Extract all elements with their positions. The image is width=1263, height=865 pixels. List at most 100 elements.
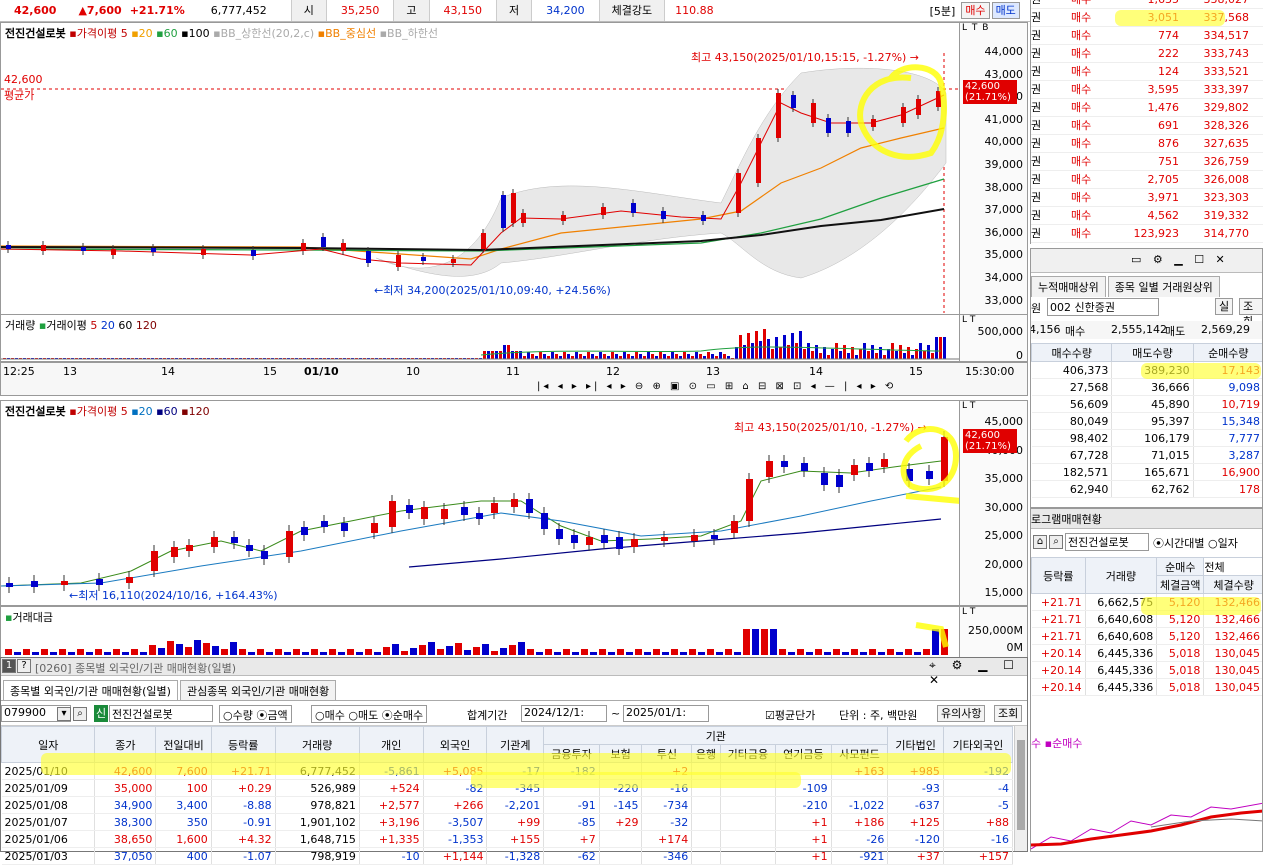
chart1-ytick: 44,000 <box>985 45 1024 58</box>
candle <box>691 535 698 541</box>
search-stock-icon[interactable]: ⌕ <box>1049 535 1063 549</box>
search-icon[interactable]: ⌕ <box>73 707 87 721</box>
candle <box>791 95 796 108</box>
tick-broker: 권 <box>1031 81 1071 98</box>
table-cell: 798,919 <box>275 848 359 865</box>
program-cell: 130,045 <box>1204 679 1263 696</box>
program-stock-field[interactable]: 전진건설로봇 <box>1065 533 1149 551</box>
table-cell: -1,328 <box>487 848 544 865</box>
intraday-price-chart[interactable]: 전진건설로봇 ▪가격이평 5 ▪20 ▪60 ▪100 ▪BB_상한선(20,2… <box>0 22 1028 316</box>
caution-button[interactable]: 유의사항 <box>937 705 985 722</box>
broker-panel-icons[interactable]: ▭ ⚙ ▁ ☐ ✕ <box>1131 253 1229 266</box>
pin-icon[interactable]: 1 <box>2 659 16 673</box>
date-to-input[interactable]: 2025/01/1: <box>623 705 709 722</box>
amount-bar <box>581 649 588 655</box>
side-radio-group[interactable]: ○매수 ○매도 ⦿순매수 <box>311 705 427 723</box>
chart2-ytick: 15,000 <box>985 586 1024 599</box>
avg-price-checkbox[interactable]: ☑평균단가 <box>765 707 815 723</box>
interval-label[interactable]: [5분] <box>930 3 956 19</box>
unit-radio-group[interactable]: ○수량 ⦿금액 <box>219 705 292 723</box>
amount-bar <box>356 652 363 655</box>
amount-bar <box>149 645 156 655</box>
amount-bar <box>626 652 633 655</box>
amount-bar <box>761 629 768 655</box>
amount-bar <box>905 649 912 655</box>
stock-name-field[interactable]: 전진건설로봇 <box>109 705 213 722</box>
query-button[interactable]: 조회 <box>994 705 1022 722</box>
daily-amount-chart[interactable]: ▪거래대금 L T 250,000M 0M <box>0 606 1028 658</box>
volume-bar <box>807 343 810 359</box>
chart1-ytick: 36,000 <box>985 226 1024 239</box>
table-cell: 400 <box>156 848 211 865</box>
amount-bar <box>347 649 354 655</box>
table-cell <box>720 814 775 831</box>
candle <box>151 551 158 571</box>
table-cell: 37,050 <box>95 848 156 865</box>
daily-price-chart[interactable]: 전진건설로봇 ▪가격이평 5 ▪20 ▪60 ▪120 최고 43,150(20… <box>0 400 1028 606</box>
broker-query-button[interactable]: 조회 <box>1239 298 1263 315</box>
tab-daily-broker[interactable]: 종목 일별 거래원상위 <box>1108 276 1220 297</box>
date-from-input[interactable]: 2024/12/1: <box>521 705 607 722</box>
program-radio-group[interactable]: ⦿시간대별 ○일자 <box>1153 535 1238 551</box>
volume-bar <box>895 351 898 359</box>
table-cell: 2025/01/09 <box>2 780 95 797</box>
dropdown-icon[interactable]: ▾ <box>57 707 71 721</box>
volume-bar <box>823 347 826 359</box>
realtime-button[interactable]: 실 <box>1215 298 1233 315</box>
volume-bar <box>531 354 534 359</box>
chart-scroll-controls[interactable]: |◂ ◂ ▸ ▸| ◂ ▸ ⊖ ⊕ ▣ ⊙ ▭ ⊞ ⌂ ⊟ ⊠ ⊡ ◂ — | … <box>537 381 896 392</box>
sell-button[interactable]: 매도 <box>992 2 1020 19</box>
candle <box>616 537 623 549</box>
table-scrollbar[interactable] <box>1014 726 1027 851</box>
col-inst-group: 기관 <box>544 727 888 745</box>
amount-bar <box>464 650 471 655</box>
window-controls[interactable]: ⌖ ⚙ ▁ ☐ ✕ <box>929 658 1027 687</box>
vol2-plot <box>1 607 959 657</box>
volume-bar <box>759 341 762 359</box>
tab-stock-daily[interactable]: 종목별 외국인/기관 매매현황(일별) <box>3 680 178 701</box>
help-icon[interactable]: ? <box>17 659 31 673</box>
program-cell: 5,120 <box>1157 628 1204 645</box>
broker-select[interactable]: 002 신한증권 <box>1047 298 1159 316</box>
intraday-volume-chart[interactable]: 거래량 ▪거래이평 5 20 60 120 L T 500,000 0 <box>0 314 1028 362</box>
table-cell: +4.32 <box>211 831 275 848</box>
net-select[interactable]: 전체 <box>1204 558 1263 576</box>
tick-qty: 4,562 <box>1125 207 1179 224</box>
lock-icon[interactable]: ⌂ <box>1033 535 1047 549</box>
tab-watchlist[interactable]: 관심종목 외국인/기관 매매현황 <box>180 680 336 701</box>
buy-button[interactable]: 매수 <box>961 2 989 19</box>
volume-bar <box>855 355 858 359</box>
table-cell: -93 <box>888 780 943 797</box>
candle <box>231 537 238 543</box>
candle <box>321 237 326 247</box>
high-label: 고 <box>393 0 429 21</box>
broker-cell: 67,728 <box>1032 447 1112 464</box>
volume-bar <box>923 351 926 359</box>
table-cell: 3,400 <box>156 797 211 814</box>
col-prog-volume: 거래량 <box>1085 558 1157 594</box>
table-cell: -2,201 <box>487 797 544 814</box>
volume-bar <box>747 333 750 359</box>
candle <box>731 521 738 533</box>
radio-qty-label: 수량 <box>233 709 253 722</box>
col-net-qty: 순매수량 <box>1193 344 1263 362</box>
tab-cumulative[interactable]: 누적매매상위 <box>1031 276 1106 297</box>
broker-selector: 원 002 신한증권 실 조회 <box>1031 297 1263 319</box>
chart2-tag-price: 42,600 <box>965 430 1015 441</box>
